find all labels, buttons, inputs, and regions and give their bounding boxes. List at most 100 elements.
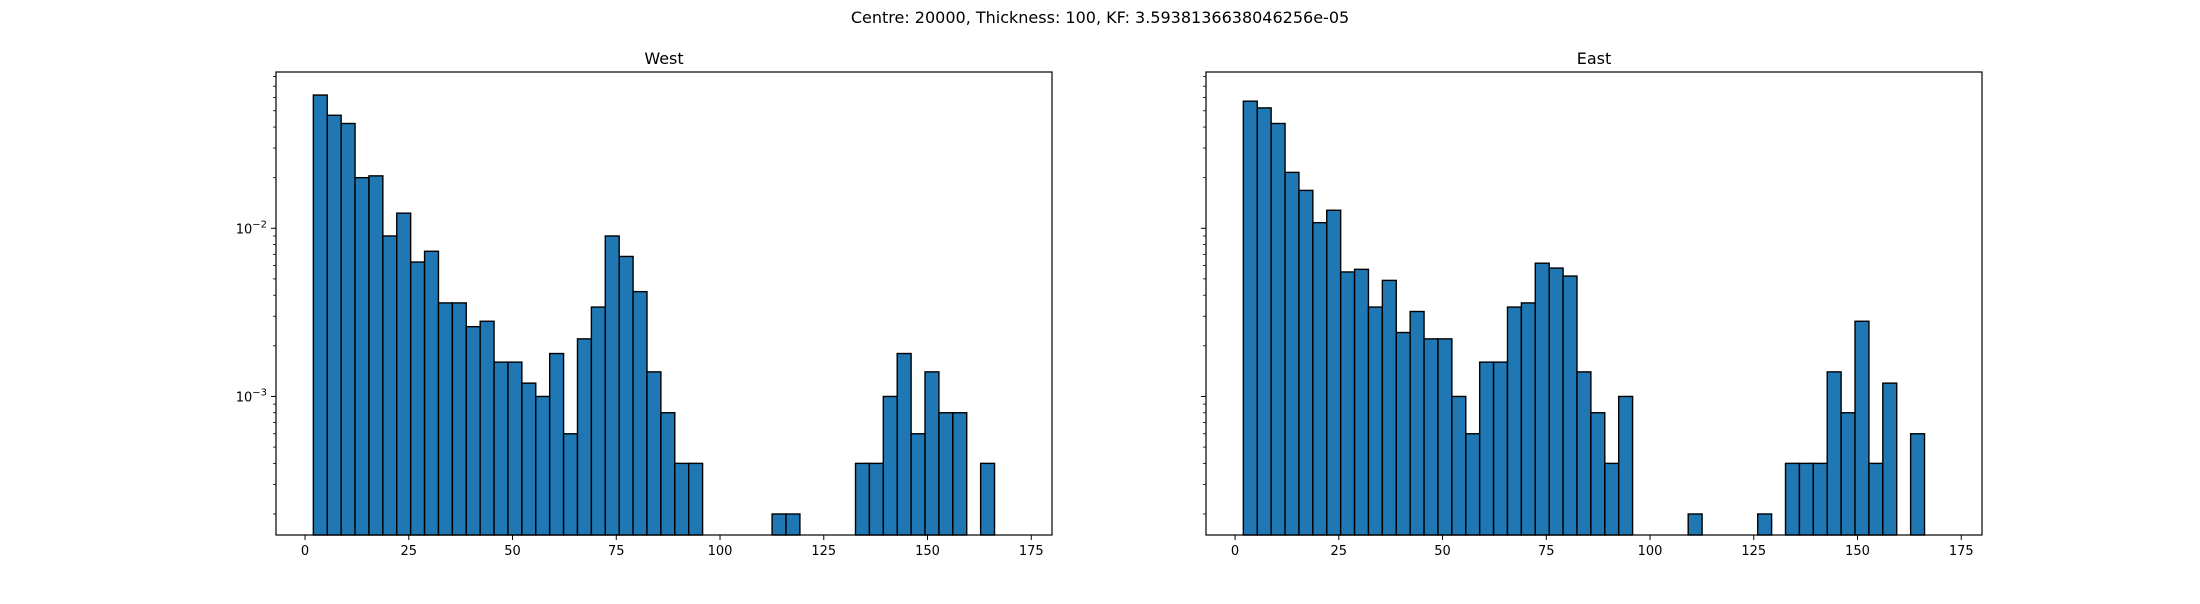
west-bar [660,412,676,536]
west-bar [952,412,968,536]
west-x-tick-label: 175 [1019,544,1044,559]
east-x-tick-label: 100 [1638,544,1663,559]
east-bar [1367,306,1384,536]
east-bar [1353,268,1370,536]
west-title: West [644,49,683,68]
east-bar [1840,412,1856,536]
west-bar [924,371,940,536]
east-bar [1478,361,1495,536]
west-x-tick-label: 50 [504,544,521,559]
east-bar [1326,209,1342,536]
west-bar [465,325,481,536]
east-bar [1437,338,1453,536]
west-x-tick-label: 25 [401,544,418,559]
east-bar [1812,462,1828,536]
west-bar [785,513,801,536]
west-bar [896,352,912,536]
west-bar [493,361,509,536]
east-bar [1465,433,1481,536]
west-bar [771,513,787,536]
east-bar [1687,513,1703,536]
east-x-tick-label: 150 [1845,544,1870,559]
east-bar [1312,221,1328,536]
west-bar [562,433,579,536]
east-x-tick-label: 50 [1434,544,1451,559]
west-axes-frame [275,71,1053,536]
east-bar [1798,462,1815,536]
west-bar [368,175,384,536]
east-bar [1520,302,1536,536]
west-bar [340,122,356,536]
east-bar [1381,279,1397,536]
east-bar [1492,361,1509,536]
west-bar [479,320,495,536]
east-bar [1451,395,1467,536]
east-bar [1270,122,1286,536]
east-bar [1339,271,1356,536]
west-bar [396,212,412,536]
east-title: East [1577,49,1612,68]
east-bar [1506,306,1523,536]
east-x-tick-label: 75 [1538,544,1555,559]
west-bar [618,255,634,536]
east-x-tick-label: 125 [1741,544,1766,559]
west-bar [312,94,328,536]
east-bar [1868,462,1884,536]
west-bar [409,261,426,536]
east-bar [1854,320,1870,536]
west-bar [382,235,398,536]
west-bar [548,352,565,536]
east-bar [1409,310,1425,536]
east-bar [1548,267,1564,536]
east-bar [1242,100,1258,536]
west-bar [632,290,648,536]
west-y-tick-label: 10−2 [236,219,267,237]
west-bar [979,462,996,536]
west-x-tick-label: 125 [811,544,836,559]
east-bar [1576,371,1592,536]
west-bar [535,395,551,536]
east-bar [1534,262,1550,536]
east-bar [1298,189,1314,536]
west-bar [674,462,690,536]
east-bar [1757,513,1773,536]
east-x-tick-label: 25 [1331,544,1348,559]
west-bar [646,371,662,536]
west-bar [437,302,454,536]
east-bar [1256,107,1272,536]
west-bar [354,176,370,536]
west-bar [590,306,606,536]
east-x-tick-label: 0 [1231,544,1239,559]
west-bar [576,338,593,536]
east-bar [1284,171,1300,536]
west-y-tick-label: 10−3 [236,387,267,405]
west-bar [938,412,954,536]
west-bar [854,462,871,536]
east-bar [1909,433,1926,536]
west-bar [451,302,467,536]
east-bar [1604,462,1620,536]
west-bar [326,114,342,536]
east-bar [1882,382,1898,536]
west-x-tick-label: 75 [608,544,625,559]
east-x-tick-label: 175 [1949,544,1974,559]
west-bar [521,382,537,536]
east-bar [1395,331,1411,536]
west-x-tick-label: 150 [915,544,940,559]
east-bar [1826,371,1842,536]
east-bar [1617,395,1634,536]
east-axes-frame [1205,71,1983,536]
east-bar [1784,462,1801,536]
west-x-tick-label: 0 [301,544,309,559]
figure-suptitle: Centre: 20000, Thickness: 100, KF: 3.593… [850,8,1350,27]
west-bar [910,433,926,536]
east-bar [1423,338,1439,536]
east-bar [1590,412,1606,536]
west-x-tick-label: 100 [708,544,733,559]
west-bar [687,462,704,536]
west-bar [882,395,898,536]
east-bar [1562,275,1578,536]
west-bar [423,250,440,536]
